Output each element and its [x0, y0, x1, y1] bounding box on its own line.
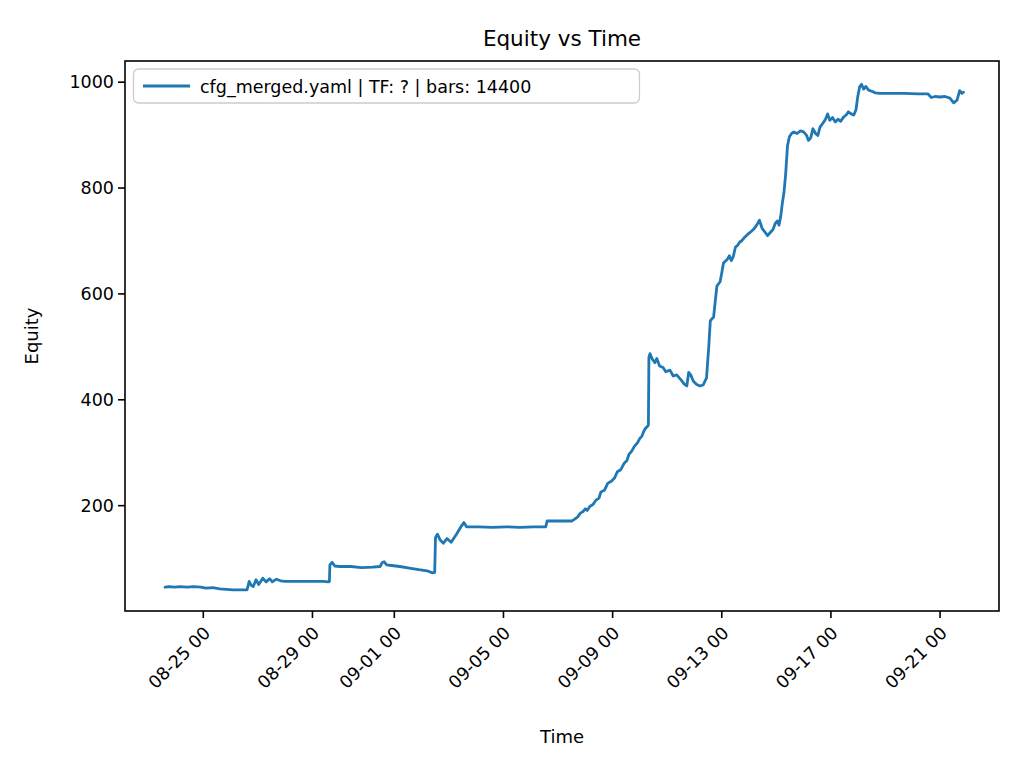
- y-tick-label: 200: [81, 496, 114, 516]
- y-tick-label: 1000: [69, 72, 114, 92]
- y-tick-label: 800: [81, 178, 114, 198]
- y-axis-label: Equity: [21, 307, 42, 364]
- equity-chart: 08-25 0008-29 0009-01 0009-05 0009-09 00…: [0, 0, 1024, 768]
- y-tick-label: 600: [81, 284, 114, 304]
- legend-label: cfg_merged.yaml | TF: ? | bars: 14400: [200, 77, 531, 98]
- matplotlib-figure: 08-25 0008-29 0009-01 0009-05 0009-09 00…: [0, 0, 1024, 768]
- y-tick-label: 400: [81, 390, 114, 410]
- x-axis-label: Time: [539, 726, 584, 747]
- plot-area: [125, 61, 999, 611]
- chart-title: Equity vs Time: [483, 26, 641, 51]
